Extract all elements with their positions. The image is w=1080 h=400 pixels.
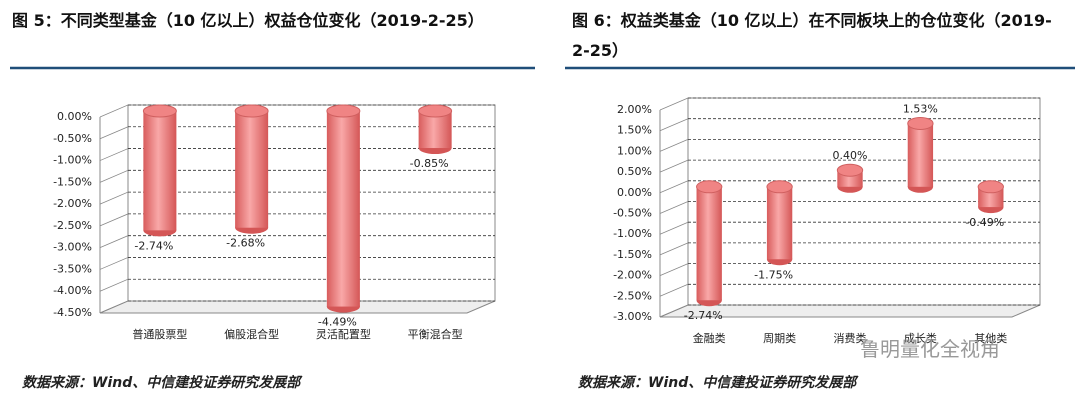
grid-line-side [99, 169, 129, 183]
x-tick-label: 成长类 [904, 331, 937, 345]
grid-line-side [99, 126, 129, 140]
grid-line-side [99, 235, 129, 249]
grid-line-side [659, 201, 689, 214]
x-tick-label: 平衡混合型 [408, 327, 463, 341]
grid-line-side [99, 300, 129, 314]
y-tick-label: -0.50% [53, 132, 92, 145]
grid-line-side [99, 257, 129, 270]
grid-line-side [99, 191, 129, 205]
grid-line-side [659, 180, 689, 194]
bar-top [907, 116, 934, 130]
bar [907, 123, 934, 187]
value-label: -2.68% [226, 237, 265, 250]
grid-line-side [659, 242, 689, 256]
value-label: -2.74% [684, 309, 723, 322]
grid-line-side [659, 97, 689, 111]
x-tick-label: 其他类 [974, 331, 1007, 345]
y-tick-label: -1.00% [613, 227, 652, 240]
bar-top [418, 104, 453, 118]
figure-caption: 图 6：权益类基金（10 亿以上）在不同板块上的仓位变化（2019-2-25） [572, 11, 1052, 60]
value-label: -1.75% [754, 268, 793, 281]
value-label: -0.49% [965, 216, 1004, 229]
value-label: 0.40% [833, 149, 868, 162]
bar-top [766, 180, 793, 194]
bar [326, 111, 360, 307]
x-tick-label: 金融类 [693, 331, 726, 345]
source-note: 数据来源：Wind、中信建投证券研究发展部 [22, 375, 301, 391]
grid-line-side [659, 304, 689, 318]
value-label: -0.85% [410, 157, 449, 170]
x-tick-label: 偏股混合型 [224, 327, 279, 341]
bar-top [696, 180, 723, 194]
y-tick-label: 1.50% [617, 124, 652, 137]
y-tick-label: 2.00% [617, 103, 652, 116]
y-tick-label: -2.50% [53, 219, 92, 232]
y-tick-label: -1.00% [53, 154, 92, 167]
y-tick-label: 0.00% [617, 186, 652, 199]
y-tick-label: -1.50% [53, 175, 92, 188]
y-tick-label: -0.50% [613, 207, 652, 220]
grid-line-side [659, 263, 689, 276]
y-tick-label: -2.00% [613, 269, 652, 282]
y-tick-label: -2.50% [613, 289, 652, 302]
grid-line-side [659, 159, 689, 173]
floor [99, 300, 496, 314]
x-tick-label: 消费类 [834, 331, 867, 345]
grid-line-side [99, 213, 129, 227]
value-label: -4.49% [318, 316, 357, 329]
bar [766, 186, 793, 260]
grid-line-side [659, 221, 689, 235]
grid-line-side [659, 139, 689, 152]
bar-top [977, 180, 1004, 194]
grid-line-side [99, 104, 129, 118]
y-tick-label: -1.50% [613, 248, 652, 261]
figure-caption: 图 5：不同类型基金（10 亿以上）权益仓位变化（2019-2-25） [12, 11, 484, 30]
y-tick-label: -2.00% [53, 197, 92, 210]
value-label: -2.74% [134, 239, 173, 252]
y-tick-label: 0.00% [57, 110, 92, 123]
y-tick-label: -4.50% [53, 306, 92, 319]
bar-top [234, 104, 269, 118]
y-tick-label: -4.00% [53, 284, 92, 297]
y-tick-label: -3.50% [53, 262, 92, 275]
source-note: 数据来源：Wind、中信建投证券研究发展部 [578, 375, 857, 391]
bar [143, 111, 177, 231]
x-tick-label: 灵活配置型 [316, 327, 371, 341]
grid-line-side [659, 283, 689, 297]
value-label: 1.53% [903, 102, 938, 115]
watermark: 鲁明量化全视角 [860, 337, 1000, 361]
bar-top [142, 104, 177, 118]
x-tick-label: 普通股票型 [132, 327, 187, 341]
bar-top [836, 163, 864, 177]
y-tick-label: 0.50% [617, 165, 652, 178]
grid-line-side [99, 148, 129, 161]
bar [696, 186, 722, 301]
bar-top [326, 104, 361, 118]
y-tick-label: -3.00% [613, 310, 652, 323]
bar [235, 111, 269, 228]
grid-line-side [99, 278, 129, 292]
x-tick-label: 周期类 [763, 331, 796, 345]
y-tick-label: -3.00% [53, 241, 92, 254]
grid-line-side [659, 118, 689, 132]
y-tick-label: 1.00% [617, 144, 652, 157]
